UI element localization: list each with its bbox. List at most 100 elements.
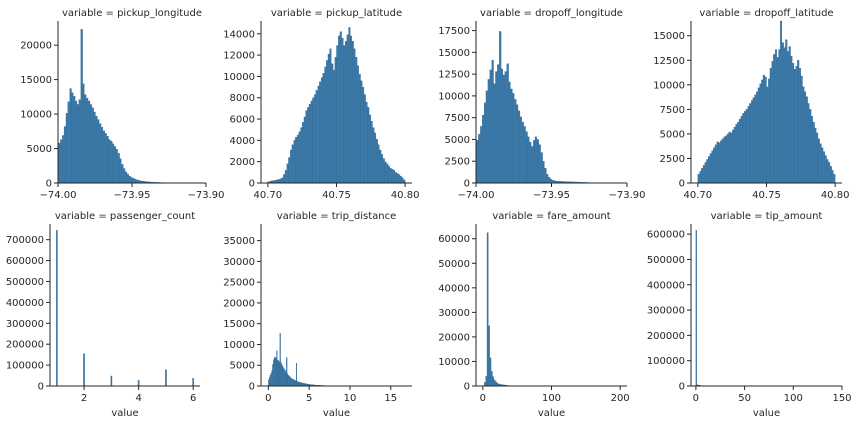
histogram-bar <box>538 144 541 184</box>
x-tick-label: 40.75 <box>752 190 781 201</box>
histogram-bar <box>117 153 120 184</box>
histogram-bar <box>286 163 289 184</box>
histogram-bar <box>277 179 280 184</box>
histogram-bar <box>795 66 798 184</box>
histogram-bar <box>482 114 485 184</box>
histogram-bar <box>58 142 61 184</box>
y-tick-label: 0 <box>464 179 470 190</box>
histogram-bar <box>516 104 519 184</box>
y-tick-label: 8000 <box>230 93 255 104</box>
histogram-bar <box>350 35 353 184</box>
histogram-bar <box>78 99 81 184</box>
x-tick-label: 0 <box>480 393 486 404</box>
y-tick-label: 200000 <box>6 340 44 351</box>
histogram-bar <box>110 140 113 184</box>
histogram-bar <box>379 149 382 184</box>
histogram-bar <box>517 110 521 184</box>
histogram-bar <box>348 27 351 184</box>
histogram-bar <box>115 149 118 184</box>
histogram-bar <box>499 31 502 184</box>
histogram-bar <box>704 162 707 184</box>
x-tick-label: 150 <box>832 393 851 404</box>
histogram-bar <box>360 80 363 184</box>
histogram-bar <box>97 119 100 184</box>
y-tick-label: 15000 <box>438 48 470 59</box>
x-tick-label: 40.75 <box>322 190 351 201</box>
facet-panel: 0 5000 10000 15000 20000 −74.00 −73.95 −73.90 va… <box>20 8 224 201</box>
histogram-bar <box>356 65 359 184</box>
y-tick-label: 10000 <box>223 340 255 351</box>
panel-title: variable = dropoff_longitude <box>480 8 623 19</box>
histogram-bar <box>531 146 534 184</box>
histogram-bar <box>338 35 341 184</box>
panel-title: variable = tip_amount <box>711 211 823 222</box>
histogram-bar <box>480 126 483 184</box>
histogram-bar <box>485 376 488 387</box>
histogram-bar <box>302 122 304 184</box>
histogram-bar <box>88 100 91 184</box>
histogram-bar <box>283 174 286 184</box>
histogram-bar <box>720 140 723 184</box>
histogram-bar <box>493 379 496 387</box>
histogram-bar <box>823 151 826 184</box>
histogram-bar <box>548 177 551 184</box>
histogram-bar <box>319 81 322 184</box>
y-tick-label: 7500 <box>660 105 685 116</box>
histogram-bar <box>355 57 358 184</box>
histogram-bar <box>721 138 724 184</box>
histogram-bar <box>123 168 126 184</box>
panel-title: variable = pickup_latitude <box>271 8 402 19</box>
histogram-bar <box>732 129 734 184</box>
x-tick-label: −74.00 <box>457 190 494 201</box>
x-tick-label: −73.95 <box>533 190 570 201</box>
histogram-bar <box>776 57 779 184</box>
facet-panel: 0 5000 10000 15000 20000 25000 30000 35000 0 5 10 1… <box>223 211 412 419</box>
y-tick-label: 5000 <box>660 129 685 140</box>
histogram-bar <box>768 78 771 184</box>
histogram-bar <box>322 73 325 184</box>
histogram-bar <box>327 53 330 184</box>
histogram-bar <box>192 378 194 387</box>
histogram-bar <box>89 104 92 184</box>
histogram-bar <box>733 126 736 184</box>
x-axis-label: value <box>111 408 138 419</box>
x-axis-label: value <box>323 408 350 419</box>
histogram-bar <box>69 88 72 184</box>
histogram-bar <box>339 31 342 184</box>
y-tick-label: 30000 <box>223 257 255 268</box>
y-tick-label: 20000 <box>20 41 52 52</box>
histogram-bar <box>108 139 111 184</box>
facet-panel: 0 10000 20000 30000 40000 50000 60000 0 100 200 va… <box>438 211 629 419</box>
histogram-bar <box>542 161 545 184</box>
y-tick-label: 300000 <box>6 319 44 330</box>
y-tick-label: 2000 <box>230 157 255 168</box>
panel-title: variable = dropoff_latitude <box>699 8 833 19</box>
histogram-bar <box>83 353 85 387</box>
facet-panel: 0 2500 5000 7500 10000 12500 15000 17500 −74.00 −… <box>438 8 645 201</box>
y-tick-label: 4000 <box>230 136 255 147</box>
x-axis-label: value <box>538 408 565 419</box>
histogram-bar <box>797 60 800 184</box>
y-tick-label: 17500 <box>438 26 470 37</box>
histogram-bar <box>790 56 793 184</box>
histogram-bar <box>781 42 784 184</box>
histogram-bar <box>134 179 137 184</box>
panel-title: variable = pickup_longitude <box>62 8 202 19</box>
histogram-bar <box>833 174 836 184</box>
histogram-bar <box>728 131 731 184</box>
histogram-bar <box>113 146 117 184</box>
y-tick-label: 2500 <box>445 157 470 168</box>
histogram-bar <box>75 100 78 184</box>
histogram-bar <box>510 88 513 184</box>
y-tick-label: 10000 <box>438 91 470 102</box>
histogram-bar <box>525 131 528 184</box>
y-tick-label: 14000 <box>223 29 255 40</box>
histogram-bar <box>792 63 795 184</box>
histogram-bar <box>737 122 740 184</box>
histogram-bar <box>817 138 820 184</box>
histogram-bar <box>126 173 129 184</box>
x-tick-label: 2 <box>81 393 87 404</box>
histogram-bar <box>389 167 392 184</box>
y-tick-label: 12000 <box>223 51 255 62</box>
histogram-bar <box>778 49 781 184</box>
